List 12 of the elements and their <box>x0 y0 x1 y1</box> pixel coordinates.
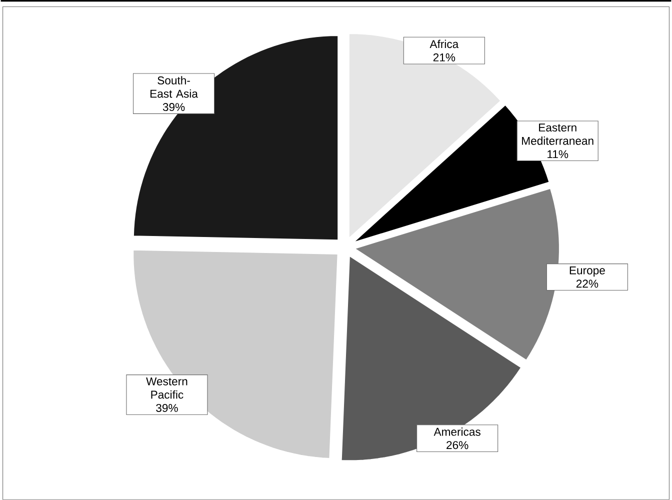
slice-label: Eastern Mediterranean <box>522 124 594 145</box>
slice-label: Americas <box>434 428 480 436</box>
slice-label: Europe <box>570 266 605 277</box>
data-label: 22% <box>576 280 598 288</box>
data-label: 39% <box>162 103 185 112</box>
slice-label: South-East Asia <box>150 76 198 98</box>
data-label: 11% <box>548 150 568 158</box>
data-label: 39% <box>156 404 178 412</box>
data-label: 26% <box>446 441 468 450</box>
slice-label: Western Pacific <box>146 378 188 399</box>
data-label: 21% <box>433 53 456 62</box>
slice-label: Africa <box>430 40 459 48</box>
